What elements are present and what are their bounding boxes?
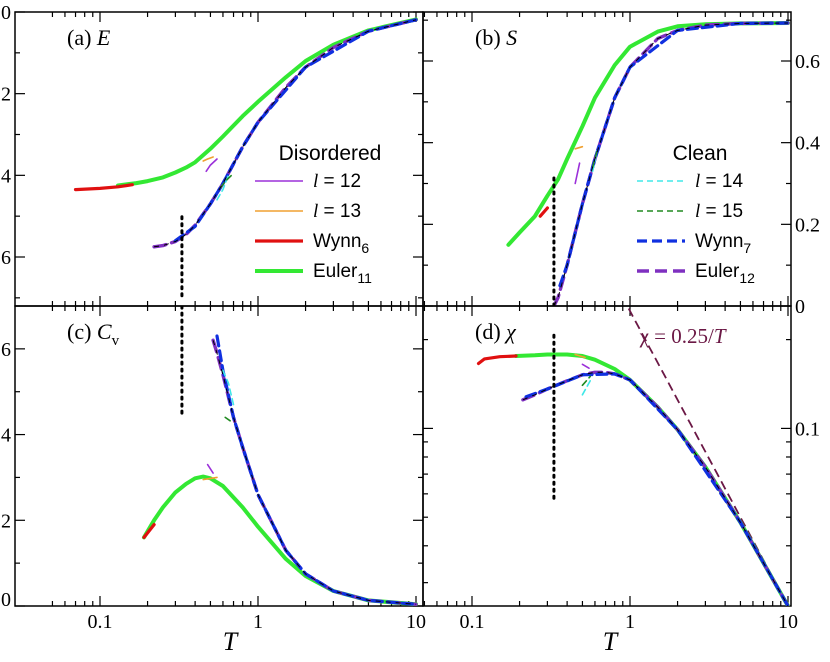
x-tick-label: 1: [625, 611, 635, 633]
panel-label-d: (d) χ: [475, 319, 517, 344]
legend-label-l14: l = 14: [695, 171, 744, 192]
plot-area-b: [506, 21, 790, 306]
x-tick-label: 1: [253, 611, 263, 633]
fit-line-chi: [626, 306, 789, 606]
legend-label-wynn6: Wynn6: [313, 231, 369, 256]
x-tick-label: 0.1: [460, 611, 485, 633]
series-euler11-b: [506, 21, 790, 247]
panel-label-b: (b) S: [475, 25, 517, 50]
legend-label-l12: l = 12: [313, 171, 361, 192]
series-l15-b: [591, 150, 599, 168]
panel-label-c: (c) Cv: [67, 319, 120, 349]
series-l13-d: [574, 353, 586, 359]
series-l14-d: [581, 379, 592, 396]
plot-area-d: [476, 306, 790, 606]
series-euler12-a: [152, 18, 418, 249]
series-wynn6-a: [73, 183, 134, 192]
series-overlay-d: [522, 371, 789, 606]
series-euler11-a: [116, 17, 418, 188]
y-tick-label: 0.6: [795, 51, 820, 73]
panel-frame-d: [422, 305, 792, 607]
series-l12-b: [574, 162, 581, 185]
series-wynn7-c: [215, 334, 418, 606]
y-tick-label: -0.6: [0, 247, 11, 269]
legend-title-a: Disordered: [279, 142, 382, 165]
y-tick-label: -0.2: [0, 84, 11, 106]
series-euler12-c: [211, 338, 418, 606]
y-tick-label: 0: [1, 589, 11, 611]
y-tick-label: 0.4: [795, 133, 820, 155]
y-tick-label: -0.4: [0, 165, 11, 187]
panel-label-a: (a) E: [67, 25, 111, 50]
y-tick-label: 0: [1, 2, 11, 24]
plot-area-c: [142, 306, 418, 606]
legend-label-l13: l = 13: [313, 201, 361, 222]
series-overlay-c: [212, 340, 417, 605]
series-wynn6-b: [538, 206, 550, 218]
series-euler11-d: [514, 352, 790, 606]
series-l13-c: [202, 476, 218, 481]
series-l13-a: [202, 156, 214, 162]
series-l13-b: [574, 145, 584, 150]
series-l14-c: [222, 369, 235, 406]
x-tick-label: 10: [778, 611, 798, 633]
y-tick-label: 0.4: [0, 425, 11, 447]
series-l15-a: [219, 174, 233, 189]
panel-a: 0 -0.2 -0.4 -0.6 (a) E Disordered l = 12 l = 13…: [0, 2, 424, 307]
series-wynn7-d: [524, 372, 790, 606]
y-tick-label: 0.2: [795, 214, 820, 236]
legend-label-l15: l = 15: [695, 201, 743, 222]
plot-area-a: [73, 17, 418, 298]
series-overlay-b: [553, 22, 789, 306]
legend-label-euler12: Euler12: [695, 261, 755, 286]
legend-label-euler11: Euler11: [313, 261, 372, 286]
x-axis-title-right: T: [603, 627, 619, 656]
x-axis-title-left: T: [223, 627, 239, 656]
series-wynn7-a: [173, 18, 418, 243]
y-tick-label: 0.2: [0, 510, 11, 532]
x-tick-label: 0.1: [88, 611, 113, 633]
series-l12-a: [205, 158, 218, 173]
series-l12-c: [206, 463, 214, 474]
panel-d: 0.1 1 10 0.1 (d) χ χ = 0.25/T: [422, 305, 820, 633]
series-l15-d: [581, 375, 592, 387]
series-l15-c: [224, 416, 233, 423]
legend-title-b: Clean: [673, 142, 728, 165]
series-l12-d: [581, 363, 590, 370]
series-wynn6-d: [476, 354, 518, 366]
panel-c: 0.1 1 10 0 0.2 0.4 0.6 (c) Cv: [0, 305, 426, 633]
series-wynn6-c: [142, 522, 156, 540]
y-tick-label: 0: [795, 296, 805, 318]
x-tick-label: 10: [406, 611, 426, 633]
series-wynn7-b: [558, 21, 790, 288]
legend-label-wynn7: Wynn7: [695, 231, 751, 256]
annotation-chi-fit: χ = 0.25/T: [639, 324, 727, 348]
y-tick-label: 0.1: [795, 418, 820, 440]
panel-b: 0.2 0.4 0.6 0 (b) S Clean l = 14 l = 15 Wynn7 Eul…: [422, 11, 820, 318]
y-tick-label: 0.6: [0, 339, 11, 361]
series-euler12-b: [552, 21, 790, 306]
series-overlay-a: [154, 19, 417, 248]
